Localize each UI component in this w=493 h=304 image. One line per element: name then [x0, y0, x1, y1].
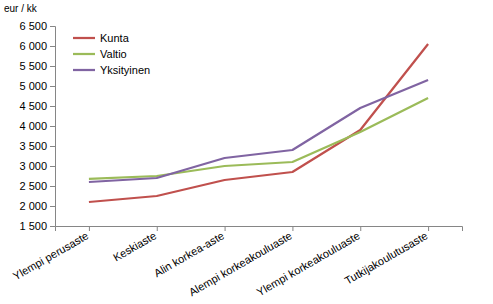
y-tick-label: 4 000 — [19, 120, 47, 132]
legend-item: Kunta — [73, 32, 130, 44]
x-tick-label: Ylempi perusaste — [11, 229, 91, 282]
y-tick-mark — [50, 186, 55, 187]
series-line — [89, 44, 428, 202]
y-tick-label: 6 000 — [19, 40, 47, 52]
y-axis: 1 500 2 000 2 500 3 000 3 500 4 000 4 500 5 000… — [19, 20, 55, 232]
y-tick: 5 500 — [19, 60, 55, 72]
y-tick-label: 5 000 — [19, 80, 47, 92]
y-tick: 4 500 — [19, 100, 55, 112]
legend-swatch — [73, 37, 95, 39]
x-tick-mark — [292, 226, 293, 231]
legend-item: Yksityinen — [73, 64, 150, 76]
y-tick-mark — [50, 106, 55, 107]
legend-label: Yksityinen — [100, 64, 150, 76]
y-tick: 2 500 — [19, 180, 55, 192]
y-tick-label: 1 500 — [19, 220, 47, 232]
y-tick: 3 000 — [19, 160, 55, 172]
lines — [89, 44, 428, 202]
y-tick-mark — [50, 46, 55, 47]
y-tick-mark — [50, 86, 55, 87]
legend-label: Kunta — [100, 32, 130, 44]
legend: Kunta Valtio Yksityinen — [73, 32, 150, 76]
y-tick: 5 000 — [19, 80, 55, 92]
x-tick: Ylempi perusaste — [11, 226, 91, 282]
x-tick-label: Tutkijakoulutusaste — [342, 229, 429, 286]
x-tick-mark — [428, 226, 429, 231]
y-tick-mark — [50, 166, 55, 167]
y-tick-label: 3 500 — [19, 140, 47, 152]
y-tick-label: 5 500 — [19, 60, 47, 72]
legend-swatch — [73, 69, 95, 71]
x-axis: Ylempi perusasteKeskiasteAlin korkea-ast… — [11, 226, 463, 298]
y-tick-label: 2 500 — [19, 180, 47, 192]
y-tick: 2 000 — [19, 200, 55, 212]
x-tick-mark — [157, 226, 158, 231]
y-tick: 4 000 — [19, 120, 55, 132]
x-tick-mark — [89, 226, 90, 231]
x-tick: Keskiaste — [111, 226, 158, 264]
x-tick: Tutkijakoulutusaste — [342, 226, 429, 287]
y-tick-label: 3 000 — [19, 160, 47, 172]
legend-item: Valtio — [73, 48, 127, 60]
y-axis-title: eur / kk — [4, 3, 38, 14]
legend-label: Valtio — [100, 48, 127, 60]
series-line — [89, 80, 428, 182]
y-tick-label: 4 500 — [19, 100, 47, 112]
x-tick-mark — [360, 226, 361, 231]
y-tick: 6 500 — [19, 20, 55, 32]
y-tick-mark — [50, 226, 55, 227]
series-line — [89, 98, 428, 179]
legend-swatch — [73, 53, 95, 55]
y-tick-label: 2 000 — [19, 200, 47, 212]
x-tick-label: Ylempi korkeakouluaste — [255, 229, 362, 298]
y-tick-mark — [50, 66, 55, 67]
chart: 1 500 2 000 2 500 3 000 3 500 4 000 4 500 5 000… — [0, 0, 493, 304]
x-tick-label: Keskiaste — [111, 229, 158, 263]
y-tick: 1 500 — [19, 220, 55, 232]
y-tick-mark — [50, 26, 55, 27]
y-tick: 6 000 — [19, 40, 55, 52]
y-tick-label: 6 500 — [19, 20, 47, 32]
x-tick-mark — [225, 226, 226, 231]
y-tick: 3 500 — [19, 140, 55, 152]
y-tick-mark — [50, 146, 55, 147]
x-tick: Ylempi korkeakouluaste — [255, 226, 362, 298]
plot: 1 500 2 000 2 500 3 000 3 500 4 000 4 500 5 000… — [11, 20, 463, 298]
y-tick-mark — [50, 126, 55, 127]
y-axis-line — [50, 27, 56, 227]
y-tick-mark — [50, 206, 55, 207]
x-axis-line — [56, 227, 463, 232]
